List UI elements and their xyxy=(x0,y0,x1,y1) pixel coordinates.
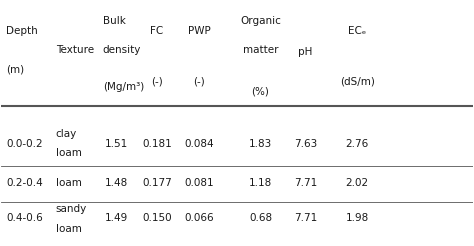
Text: sandy: sandy xyxy=(55,204,87,214)
Text: (m): (m) xyxy=(6,64,24,75)
Text: 0.0-0.2: 0.0-0.2 xyxy=(6,139,43,149)
Text: (-): (-) xyxy=(193,77,205,87)
Text: 0.181: 0.181 xyxy=(142,139,172,149)
Text: loam: loam xyxy=(55,148,82,158)
Text: 0.2-0.4: 0.2-0.4 xyxy=(6,178,43,188)
Text: 0.68: 0.68 xyxy=(249,213,272,223)
Text: 1.83: 1.83 xyxy=(249,139,272,149)
Text: 7.71: 7.71 xyxy=(294,178,317,188)
Text: loam: loam xyxy=(55,224,82,234)
Text: 1.49: 1.49 xyxy=(105,213,128,223)
Text: 0.177: 0.177 xyxy=(142,178,172,188)
Text: (Mg/m³): (Mg/m³) xyxy=(103,81,144,92)
Text: matter: matter xyxy=(243,45,278,55)
Text: 1.48: 1.48 xyxy=(105,178,128,188)
Text: 0.150: 0.150 xyxy=(142,213,172,223)
Text: 7.63: 7.63 xyxy=(294,139,317,149)
Text: 0.4-0.6: 0.4-0.6 xyxy=(6,213,43,223)
Text: (dS/m): (dS/m) xyxy=(340,77,374,87)
Text: 7.71: 7.71 xyxy=(294,213,317,223)
Text: Depth: Depth xyxy=(6,26,38,36)
Text: pH: pH xyxy=(298,47,312,58)
Text: 2.02: 2.02 xyxy=(346,178,369,188)
Text: FC: FC xyxy=(150,26,164,36)
Text: loam: loam xyxy=(55,178,82,188)
Text: 0.066: 0.066 xyxy=(184,213,214,223)
Text: (%): (%) xyxy=(252,86,270,96)
Text: 1.51: 1.51 xyxy=(105,139,128,149)
Text: 1.98: 1.98 xyxy=(346,213,369,223)
Text: 0.084: 0.084 xyxy=(184,139,214,149)
Text: (-): (-) xyxy=(151,77,163,87)
Text: Organic: Organic xyxy=(240,16,281,26)
Text: 2.76: 2.76 xyxy=(346,139,369,149)
Text: density: density xyxy=(103,45,141,55)
Text: clay: clay xyxy=(55,129,77,139)
Text: 1.18: 1.18 xyxy=(249,178,272,188)
Text: ECₑ: ECₑ xyxy=(348,26,366,36)
Text: PWP: PWP xyxy=(188,26,210,36)
Text: 0.081: 0.081 xyxy=(184,178,214,188)
Text: Texture: Texture xyxy=(55,45,94,55)
Text: Bulk: Bulk xyxy=(103,16,126,26)
